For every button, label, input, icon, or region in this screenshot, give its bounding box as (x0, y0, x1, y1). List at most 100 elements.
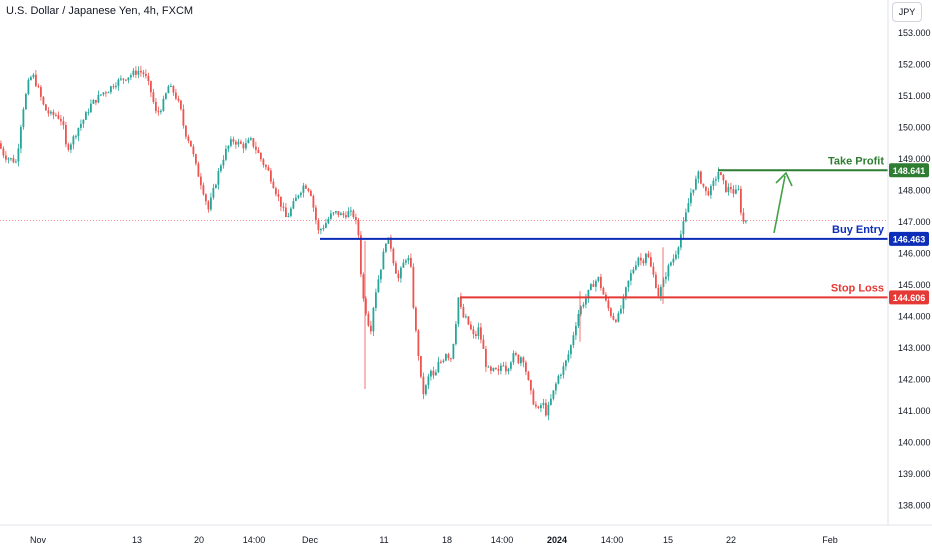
level-name-label: Stop Loss (831, 282, 884, 294)
candle-up (507, 368, 510, 372)
price-tick-label: 152.000 (898, 60, 931, 70)
candle-up (465, 316, 467, 318)
candle-down (600, 276, 602, 289)
candle-up (555, 383, 557, 391)
price-tick-label: 149.000 (898, 154, 931, 164)
candle-up (487, 366, 490, 368)
candle-up (630, 273, 632, 281)
candle-up (380, 269, 382, 280)
candle-down (485, 348, 487, 367)
candle-up (225, 148, 227, 160)
time-axis[interactable]: Nov 13 20 14:00 Dec 11 18 14:00 2024 14:00 15 22 Feb (30, 535, 838, 545)
candle-down (502, 365, 505, 367)
candle-up (620, 308, 622, 314)
candle-down (530, 380, 532, 391)
price-tick-label: 151.000 (898, 91, 931, 101)
price-tick-label: 144.000 (898, 312, 931, 322)
candle-up (580, 306, 582, 315)
candle-down (395, 263, 397, 274)
candle-up (570, 345, 572, 355)
candle-up (170, 85, 172, 87)
candle-up (27, 80, 30, 95)
candle-down (270, 170, 272, 182)
candle-up (690, 192, 692, 204)
currency-button[interactable]: JPY (892, 2, 922, 22)
candle-up (217, 171, 220, 185)
candle-up (427, 376, 430, 386)
candle-down (640, 257, 642, 261)
candle-down (602, 288, 605, 295)
candle-up (582, 304, 585, 307)
candle-down (515, 353, 517, 355)
candle-up (322, 227, 325, 230)
candle-up (117, 79, 120, 87)
candle-up (335, 211, 337, 213)
candle-down (47, 110, 50, 114)
candle-down (460, 297, 462, 308)
candle-up (245, 143, 247, 149)
candle-up (632, 269, 635, 274)
candle-down (470, 324, 472, 330)
candle-down (60, 118, 62, 122)
candle-up (662, 279, 665, 287)
candle-up (15, 161, 17, 163)
candle-down (415, 307, 417, 331)
candle-down (55, 114, 57, 116)
candle-down (397, 273, 400, 279)
candle-up (295, 197, 297, 202)
candle-down (5, 155, 7, 160)
candle-up (120, 78, 122, 80)
candle-down (337, 211, 340, 216)
level-price-badges: 148.641 146.463 144.606 (889, 163, 929, 305)
candle-up (80, 123, 82, 128)
candle-up (500, 365, 502, 371)
candle-up (127, 77, 130, 81)
time-tick-label: 18 (442, 535, 452, 545)
candle-up (402, 262, 405, 268)
candle-down (280, 196, 282, 207)
candle-down (235, 141, 237, 145)
candle-up (22, 109, 25, 127)
candle-down (252, 138, 255, 147)
candle-up (222, 159, 225, 166)
candle-up (325, 223, 327, 228)
candle-down (52, 111, 55, 115)
candle-up (407, 258, 410, 261)
candle-up (677, 247, 680, 255)
time-tick-label: 15 (663, 535, 673, 545)
candle-down (525, 362, 527, 372)
candle-down (12, 158, 15, 163)
candle-down (467, 316, 470, 325)
candle-up (687, 203, 690, 213)
candle-down (265, 165, 267, 168)
candle-down (57, 115, 60, 119)
candle-down (152, 92, 155, 102)
candle-up (457, 297, 460, 325)
candle-up (510, 362, 512, 369)
candle-down (140, 70, 142, 73)
candle-up (385, 243, 387, 252)
candle-up (512, 353, 515, 363)
candle-up (405, 260, 407, 263)
price-axis[interactable]: 153.000 152.000 151.000 150.000 149.000 148.0… (898, 28, 931, 511)
candle-up (585, 298, 587, 305)
candle-down (37, 86, 40, 88)
level-price-text: 144.606 (893, 293, 926, 303)
price-tick-label: 143.000 (898, 343, 931, 353)
time-tick-label: 13 (132, 535, 142, 545)
candle-up (745, 220, 747, 222)
candle-up (595, 280, 597, 287)
candle-up (727, 187, 730, 193)
price-tick-label: 153.000 (898, 28, 931, 38)
candle-down (612, 315, 615, 320)
candle-down (187, 136, 190, 141)
candle-down (482, 339, 485, 349)
candle-up (492, 367, 495, 371)
candle-up (430, 370, 432, 377)
time-tick-label: Nov (30, 535, 47, 545)
candle-up (477, 327, 480, 337)
candle-down (475, 334, 477, 337)
candle-down (725, 180, 727, 193)
candle-down (705, 186, 707, 192)
